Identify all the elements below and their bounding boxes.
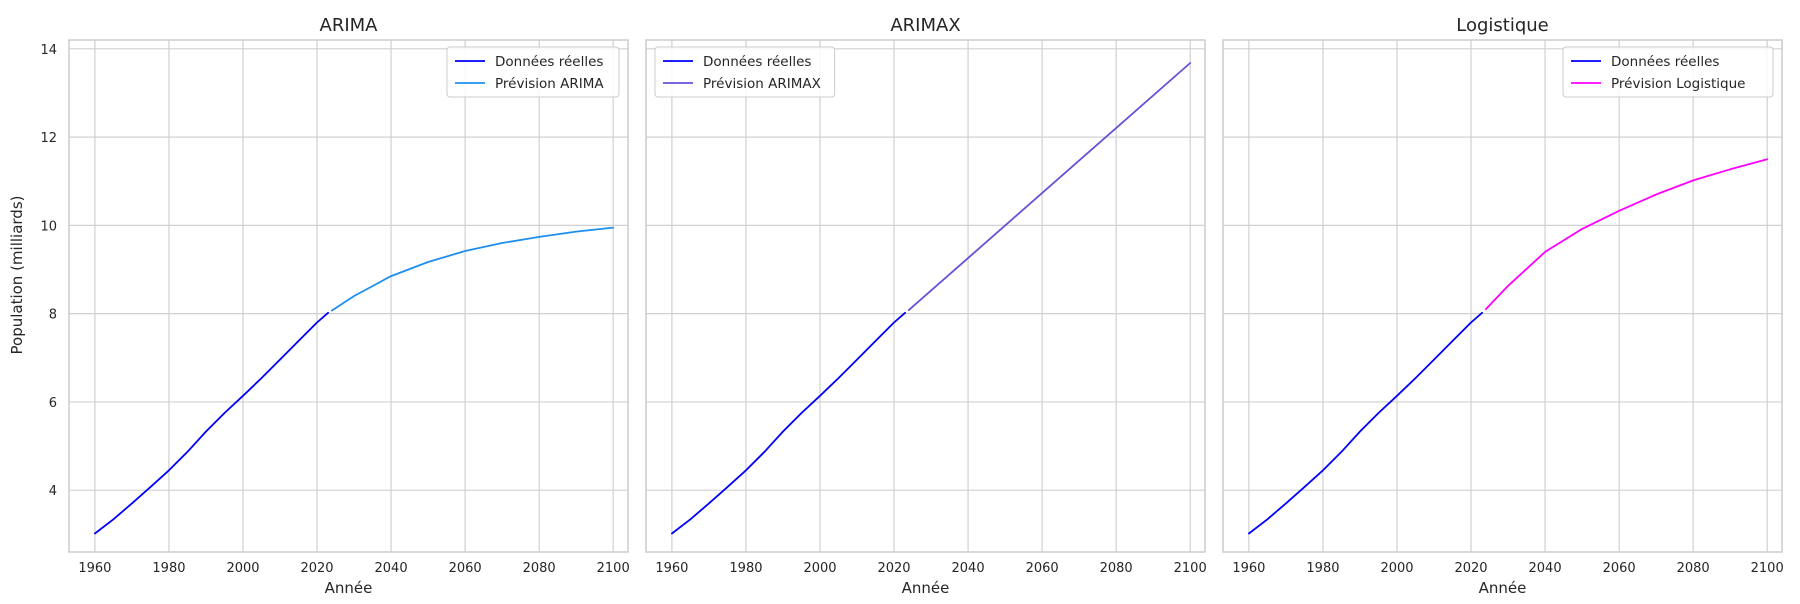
y-tick-label: 14 xyxy=(40,43,57,58)
plot-frame xyxy=(645,39,1206,553)
series-line-forecast xyxy=(330,226,615,312)
legend-box xyxy=(446,46,620,98)
x-tick-label: 2020 xyxy=(1454,561,1487,576)
legend-label: Données réelles xyxy=(703,54,811,70)
x-tick-label: 1980 xyxy=(729,561,762,576)
series-line-actual xyxy=(671,311,906,535)
x-tick-label: 2100 xyxy=(597,561,630,576)
x-tick-label: 2040 xyxy=(952,561,985,576)
x-tick-label: 2100 xyxy=(1174,561,1207,576)
series-line-actual xyxy=(94,311,330,535)
legend: Données réelles Prévision ARIMAX xyxy=(654,46,836,98)
x-tick-label: 2100 xyxy=(1751,561,1784,576)
x-tick-label: 1960 xyxy=(655,561,688,576)
x-tick-label: 2080 xyxy=(1677,561,1710,576)
x-tick-label: 2060 xyxy=(449,561,482,576)
x-tick-label: 2080 xyxy=(1100,561,1133,576)
legend-box xyxy=(654,46,836,98)
chart-panel-3: 1960 1980 2000 2020 2040 2060 2080 2100 Logistiq… xyxy=(1222,15,1784,597)
legend-label: Données réelles xyxy=(495,54,603,70)
chart-title: ARIMAX xyxy=(890,15,960,36)
x-tick-label: 2000 xyxy=(226,561,259,576)
plot-frame xyxy=(1222,39,1783,553)
x-tick-label: 2000 xyxy=(803,561,836,576)
series-line-actual xyxy=(1248,311,1483,535)
series-line-forecast xyxy=(1484,158,1769,311)
chart-title: Logistique xyxy=(1456,15,1549,36)
x-axis-label: Année xyxy=(902,579,950,597)
x-tick-label: 1960 xyxy=(1232,561,1265,576)
y-tick-label: 10 xyxy=(40,219,57,234)
y-axis-label: Population (milliards) xyxy=(8,196,26,355)
chart-title: ARIMA xyxy=(320,15,379,36)
x-axis-label: Année xyxy=(325,579,373,597)
plot-frame xyxy=(68,39,629,553)
x-tick-label: 2040 xyxy=(375,561,408,576)
x-tick-label: 2020 xyxy=(877,561,910,576)
y-tick-label: 8 xyxy=(49,308,57,323)
x-tick-label: 1980 xyxy=(1306,561,1339,576)
legend-label: Données réelles xyxy=(1611,54,1719,70)
y-tick-label: 12 xyxy=(40,131,57,146)
x-tick-label: 1960 xyxy=(78,561,111,576)
y-tick-label: 4 xyxy=(49,484,57,499)
y-tick-label: 6 xyxy=(49,396,57,411)
legend: Données réelles Prévision Logistique xyxy=(1562,46,1774,98)
x-tick-label: 2040 xyxy=(1529,561,1562,576)
series-line-forecast xyxy=(907,62,1192,312)
chart-panel-2: 1960 1980 2000 2020 2040 2060 2080 2100 ARIMAX An… xyxy=(645,15,1207,597)
x-tick-label: 2020 xyxy=(300,561,333,576)
x-tick-label: 1980 xyxy=(152,561,185,576)
x-axis-label: Année xyxy=(1479,579,1527,597)
x-tick-label: 2080 xyxy=(523,561,556,576)
legend-label: Prévision ARIMA xyxy=(495,76,604,92)
legend-label: Prévision Logistique xyxy=(1611,76,1745,92)
chart-panel-1: 1960 1980 2000 2020 2040 2060 2080 2100 4 6 8 10 12 1… xyxy=(40,15,629,597)
x-tick-label: 2060 xyxy=(1026,561,1059,576)
legend: Données réelles Prévision ARIMA xyxy=(446,46,620,98)
x-tick-label: 2060 xyxy=(1603,561,1636,576)
legend-box xyxy=(1562,46,1774,98)
legend-label: Prévision ARIMAX xyxy=(703,76,821,92)
x-tick-label: 2000 xyxy=(1380,561,1413,576)
